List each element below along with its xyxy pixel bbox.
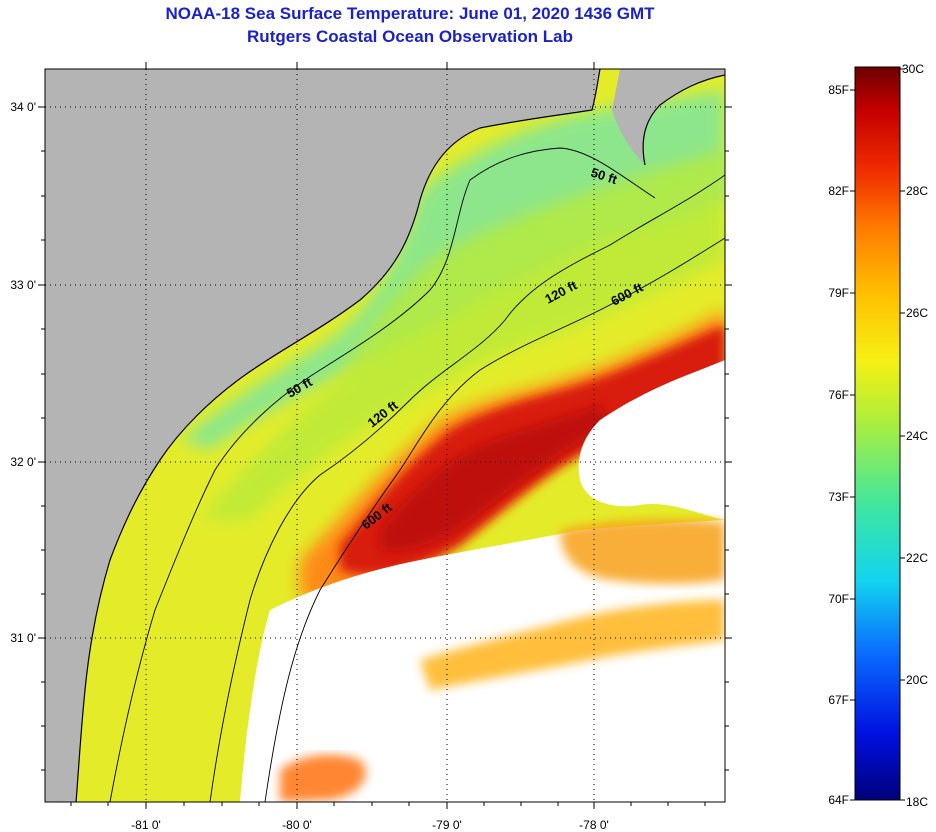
lat-lon-gridlines (45, 69, 725, 802)
colorbar-f-label-76: 76F (828, 388, 849, 402)
outer-shelf-green (200, 150, 725, 520)
contour-120ft (209, 174, 725, 802)
lon-label-81: -81 0' (131, 818, 161, 832)
lat-label-32: 32 0' (10, 455, 36, 469)
map-subtitle: Rutgers Coastal Ocean Observation Lab (247, 27, 573, 46)
colorbar-c-label-30: 30C (902, 62, 924, 76)
colorbar-f-label-82: 82F (828, 184, 849, 198)
colorbar-c-label-20: 20C (906, 673, 928, 687)
contour-50ft (109, 147, 656, 802)
colorbar-c-label-28: 28C (906, 184, 928, 198)
colorbar-ticks (850, 68, 905, 801)
gulf-stream-core (380, 405, 610, 551)
warm-patch-east (560, 519, 725, 584)
colorbar-f-label-67: 67F (828, 693, 849, 707)
colorbar-f-label-70: 70F (828, 592, 849, 606)
map-frame (44, 68, 726, 803)
colorbar-f-label-64: 64F (828, 793, 849, 807)
colorbar-f-label-73: 73F (828, 490, 849, 504)
lon-label-79: -79 0' (432, 818, 462, 832)
colorbar (854, 66, 901, 801)
colorbar-c-label-22: 22C (906, 551, 928, 565)
lat-label-33: 33 0' (10, 278, 36, 292)
colorbar-f-label-79: 79F (828, 286, 849, 300)
land-mass (45, 69, 600, 802)
colorbar-f-label-85: 85F (828, 83, 849, 97)
lat-label-34: 34 0' (10, 100, 36, 114)
axis-ticks (38, 62, 732, 809)
map-title: NOAA-18 Sea Surface Temperature: June 01… (165, 4, 655, 23)
coastline-northeast (642, 74, 725, 166)
colorbar-c-label-18: 18C (906, 795, 928, 809)
coastline (75, 69, 601, 802)
lat-label-31: 31 0' (10, 631, 36, 645)
lon-label-80: -80 0' (282, 818, 312, 832)
cloud-cover-east (578, 360, 725, 520)
colorbar-c-label-24: 24C (906, 429, 928, 443)
lon-label-78: -78 0' (579, 818, 609, 832)
contour-600ft (264, 237, 725, 802)
warm-band-south (420, 600, 725, 690)
land-northeast (612, 69, 725, 165)
warm-patch-sw (280, 754, 366, 802)
colorbar-c-label-26: 26C (906, 306, 928, 320)
